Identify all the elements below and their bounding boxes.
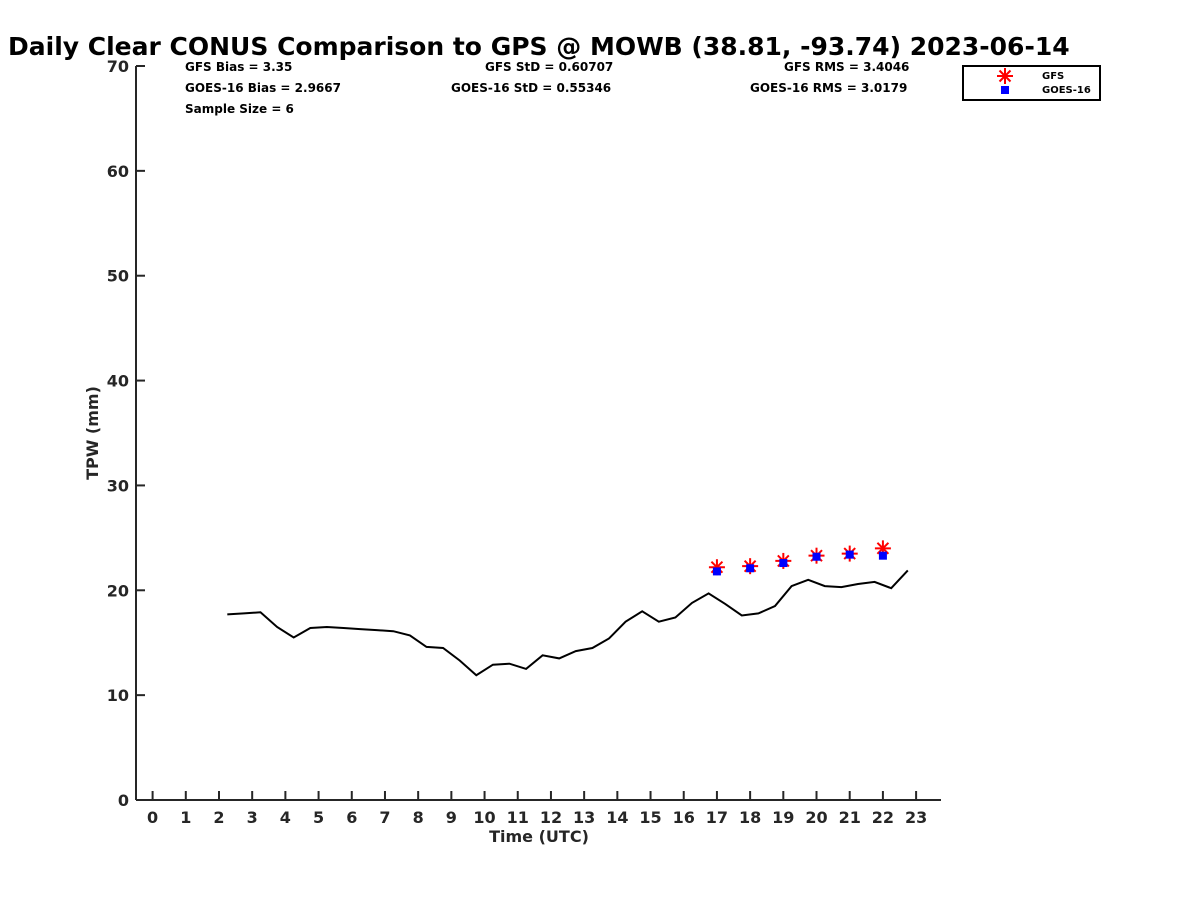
legend-goes-marker	[1001, 86, 1009, 94]
y-tick-label: 60	[107, 162, 129, 181]
x-tick-label: 13	[573, 808, 595, 827]
goes16-point	[812, 552, 821, 561]
x-tick-label: 1	[180, 808, 191, 827]
gfs-std-stat: GFS StD = 0.60707	[485, 60, 613, 74]
goes16-point	[746, 564, 755, 573]
x-tick-label: 4	[280, 808, 291, 827]
x-tick-label: 11	[507, 808, 529, 827]
y-tick-label: 10	[107, 686, 129, 705]
x-tick-label: 8	[413, 808, 424, 827]
y-tick-label: 70	[107, 57, 129, 76]
x-tick-label: 15	[639, 808, 661, 827]
y-tick-label: 50	[107, 267, 129, 286]
goes16-point	[779, 559, 788, 568]
x-tick-label: 20	[805, 808, 827, 827]
y-tick-label: 0	[118, 791, 129, 810]
x-tick-label: 19	[772, 808, 794, 827]
x-tick-label: 10	[473, 808, 495, 827]
x-tick-label: 2	[213, 808, 224, 827]
x-tick-label: 22	[872, 808, 894, 827]
gfs-bias-stat: GFS Bias = 3.35	[185, 60, 292, 74]
y-tick-label: 30	[107, 476, 129, 495]
y-tick-label: 40	[107, 372, 129, 391]
goes-std-stat: GOES-16 StD = 0.55346	[451, 81, 611, 95]
y-tick-label: 20	[107, 581, 129, 600]
goes-rms-stat: GOES-16 RMS = 3.0179	[750, 81, 907, 95]
goes-bias-stat: GOES-16 Bias = 2.9667	[185, 81, 341, 95]
x-axis-label: Time (UTC)	[489, 827, 589, 846]
legend-box	[962, 65, 1101, 101]
axes: 0 1 2 3 4 5 6 7 8 9 10 11 12 13 14 15 16 17 18 19 20 21 22 2301…	[107, 57, 941, 827]
x-tick-label: 23	[905, 808, 927, 827]
x-tick-label: 16	[673, 808, 695, 827]
x-tick-label: 17	[706, 808, 728, 827]
x-tick-label: 14	[606, 808, 628, 827]
legend-label-goes: GOES-16	[1042, 85, 1091, 96]
goes16-point	[878, 551, 887, 560]
x-tick-label: 18	[739, 808, 761, 827]
legend-label-gfs: GFS	[1042, 71, 1064, 82]
gps-tpw-line	[227, 569, 909, 677]
legend-gfs-marker	[997, 68, 1013, 84]
x-tick-label: 5	[313, 808, 324, 827]
y-axis-label: TPW (mm)	[83, 386, 102, 480]
x-tick-label: 7	[379, 808, 390, 827]
goes16-point	[845, 550, 854, 559]
x-tick-label: 6	[346, 808, 357, 827]
goes16-point	[712, 567, 721, 576]
x-tick-label: 3	[247, 808, 258, 827]
x-tick-label: 12	[540, 808, 562, 827]
x-tick-label: 9	[446, 808, 457, 827]
x-tick-label: 0	[147, 808, 158, 827]
gfs-rms-stat: GFS RMS = 3.4046	[784, 60, 909, 74]
plot-area	[227, 540, 909, 677]
legend: GFS GOES-16	[962, 65, 1101, 101]
sample-size-stat: Sample Size = 6	[185, 102, 294, 116]
chart-title: Daily Clear CONUS Comparison to GPS @ MO…	[8, 32, 1070, 61]
x-tick-label: 21	[839, 808, 861, 827]
